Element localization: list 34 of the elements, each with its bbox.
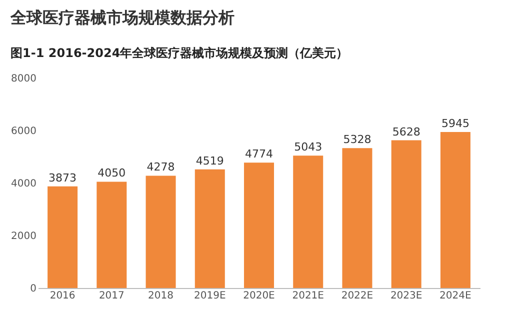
data-label: 5043: [294, 140, 322, 154]
data-label: 5628: [392, 125, 420, 138]
chart-subtitle: 图1-1 2016-2024年全球医疗器械市场规模及预测（亿美元）: [10, 46, 348, 60]
data-label: 4519: [196, 154, 224, 168]
bar: [342, 148, 372, 288]
x-tick-label: 2018: [148, 290, 174, 302]
y-tick-label: 2000: [11, 231, 36, 242]
bar: [293, 156, 324, 288]
bar: [96, 182, 127, 288]
bar: [48, 186, 78, 288]
x-tick-label: 2016: [50, 290, 76, 302]
bar: [194, 169, 225, 288]
y-tick-label: 0: [30, 284, 36, 294]
bar: [391, 140, 422, 288]
x-tick-label: 2024E: [440, 290, 472, 302]
bar: [440, 132, 470, 288]
data-label: 4774: [245, 148, 273, 161]
y-tick-label: 8000: [11, 74, 36, 84]
y-tick-label: 4000: [11, 178, 36, 190]
bar: [146, 176, 176, 288]
x-tick-label: 2017: [98, 290, 124, 302]
x-tick-label: 2023E: [390, 290, 422, 302]
data-label: 5945: [441, 116, 470, 130]
data-label: 4278: [146, 160, 175, 174]
data-label: 4050: [98, 166, 126, 180]
x-tick-label: 2022E: [341, 290, 374, 302]
y-tick-label: 6000: [11, 126, 36, 137]
x-tick-label: 2020E: [243, 290, 275, 302]
data-label: 5328: [343, 133, 372, 146]
chart-title: 全球医疗器械市场规模数据分析: [10, 8, 235, 27]
data-label: 3873: [48, 171, 77, 184]
bar: [244, 162, 274, 288]
x-tick-label: 2021E: [292, 290, 324, 302]
x-tick-label: 2019E: [194, 290, 226, 302]
